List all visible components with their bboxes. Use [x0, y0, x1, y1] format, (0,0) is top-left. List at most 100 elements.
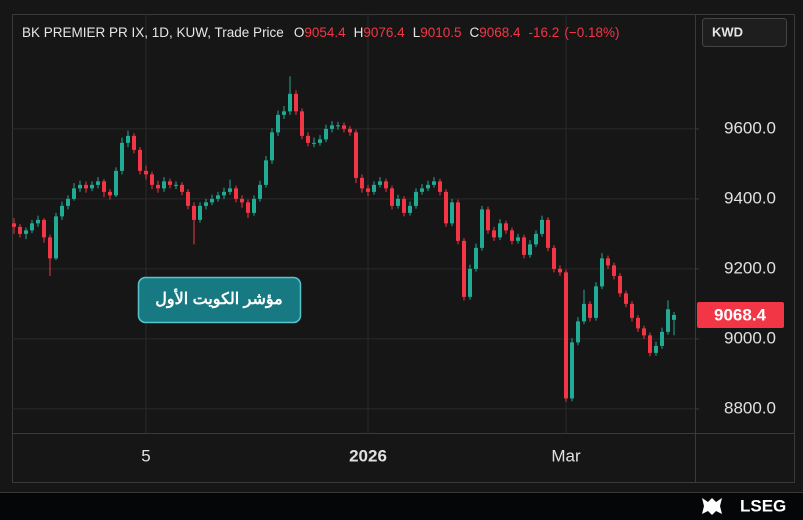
- chart-title: BK PREMIER PR IX, 1D, KUW, Trade Price: [22, 25, 284, 40]
- ohlc-value: 9068.4: [479, 25, 521, 40]
- candle-body: [570, 342, 574, 399]
- candle-body: [534, 233, 538, 245]
- candle-body: [666, 309, 670, 332]
- candle-body: [558, 268, 562, 273]
- candle-body: [276, 114, 280, 133]
- currency-label[interactable]: KWD: [712, 24, 743, 39]
- candle-body: [594, 286, 598, 318]
- candle-body: [552, 247, 556, 269]
- candle-body: [42, 219, 46, 238]
- footer: [0, 492, 803, 520]
- candle-body: [606, 258, 610, 266]
- chart-header: BK PREMIER PR IX, 1D, KUW, Trade Price O 9…: [22, 25, 619, 40]
- candle-body: [528, 244, 532, 255]
- candle-body: [414, 191, 418, 206]
- candle-body: [660, 331, 664, 346]
- candle-body: [510, 230, 514, 241]
- price-tag-label: 9068.4: [714, 305, 767, 324]
- candle-body: [420, 188, 424, 192]
- candle-body: [306, 135, 310, 143]
- y-tick-label: 9600.0: [724, 118, 776, 137]
- candle-body: [486, 209, 490, 231]
- candle-body: [462, 240, 466, 297]
- candle-body: [282, 111, 286, 115]
- candle-body: [366, 188, 370, 192]
- candle-body: [330, 125, 334, 129]
- candle-body: [108, 191, 112, 196]
- candle-body: [84, 184, 88, 189]
- candle-body: [444, 191, 448, 224]
- candle-body: [78, 184, 82, 189]
- candle-body: [294, 93, 298, 112]
- candle-body: [612, 265, 616, 276]
- candle-body: [408, 205, 412, 213]
- candle-body: [474, 247, 478, 269]
- frame: [12, 14, 795, 483]
- change-value: -16.2: [529, 25, 560, 40]
- candle-body: [354, 132, 358, 178]
- candle-body: [492, 230, 496, 238]
- candle-body: [222, 191, 226, 196]
- brand-logo: [702, 498, 722, 515]
- candle-body: [312, 142, 316, 144]
- candle-body: [480, 209, 484, 248]
- candle-body: [144, 170, 148, 175]
- candle-body: [234, 188, 238, 199]
- candle-body: [504, 223, 508, 231]
- candle-body: [186, 191, 190, 206]
- candle-body: [300, 111, 304, 136]
- candle-body: [582, 303, 586, 322]
- change-percent: (−0.18%): [564, 25, 619, 40]
- candle-body: [18, 226, 22, 234]
- candle-body: [360, 177, 364, 189]
- candle-body: [90, 184, 94, 189]
- candle-body: [216, 195, 220, 199]
- candle-body: [210, 198, 214, 203]
- candle-body: [126, 135, 130, 143]
- candle-body: [498, 223, 502, 238]
- candle-body: [516, 237, 520, 241]
- candle-body: [228, 188, 232, 192]
- annotation-text: مؤشر الكويت الأول: [155, 288, 282, 309]
- candle-body: [258, 184, 262, 199]
- candle-body: [396, 198, 400, 206]
- candle-body: [426, 184, 430, 189]
- candle-body: [114, 170, 118, 196]
- candle-body: [672, 314, 676, 320]
- candle-body: [198, 205, 202, 220]
- candle-body: [120, 142, 124, 171]
- candle-body: [150, 174, 154, 185]
- ohlc-letter: H: [354, 25, 364, 40]
- y-tick-label: 8800.0: [724, 398, 776, 417]
- y-tick-label: 9400.0: [724, 188, 776, 207]
- candle-body: [576, 321, 580, 343]
- candle-body: [204, 202, 208, 206]
- candle-body: [546, 219, 550, 248]
- candle-body: [138, 149, 142, 171]
- ohlc-value: 9076.4: [363, 25, 405, 40]
- candle-body: [342, 125, 346, 129]
- candle-body: [24, 230, 28, 234]
- candle-body: [378, 181, 382, 185]
- candle-body: [156, 184, 160, 189]
- candle-body: [168, 181, 172, 185]
- candle-body: [630, 303, 634, 318]
- currency-button[interactable]: [702, 18, 787, 47]
- candle-body: [402, 198, 406, 213]
- candle-body: [48, 237, 52, 259]
- candles: [12, 76, 676, 402]
- candle-body: [174, 184, 178, 186]
- candle-body: [132, 135, 136, 150]
- candle-body: [318, 139, 322, 143]
- ohlc-letter: C: [470, 25, 480, 40]
- candle-body: [246, 202, 250, 213]
- brand-icon: [702, 498, 722, 515]
- candle-body: [624, 293, 628, 304]
- ohlc-letter: O: [294, 25, 305, 40]
- candle-body: [252, 198, 256, 213]
- candle-body: [270, 132, 274, 161]
- candle-body: [336, 125, 340, 127]
- brand-name: LSEG: [740, 496, 786, 515]
